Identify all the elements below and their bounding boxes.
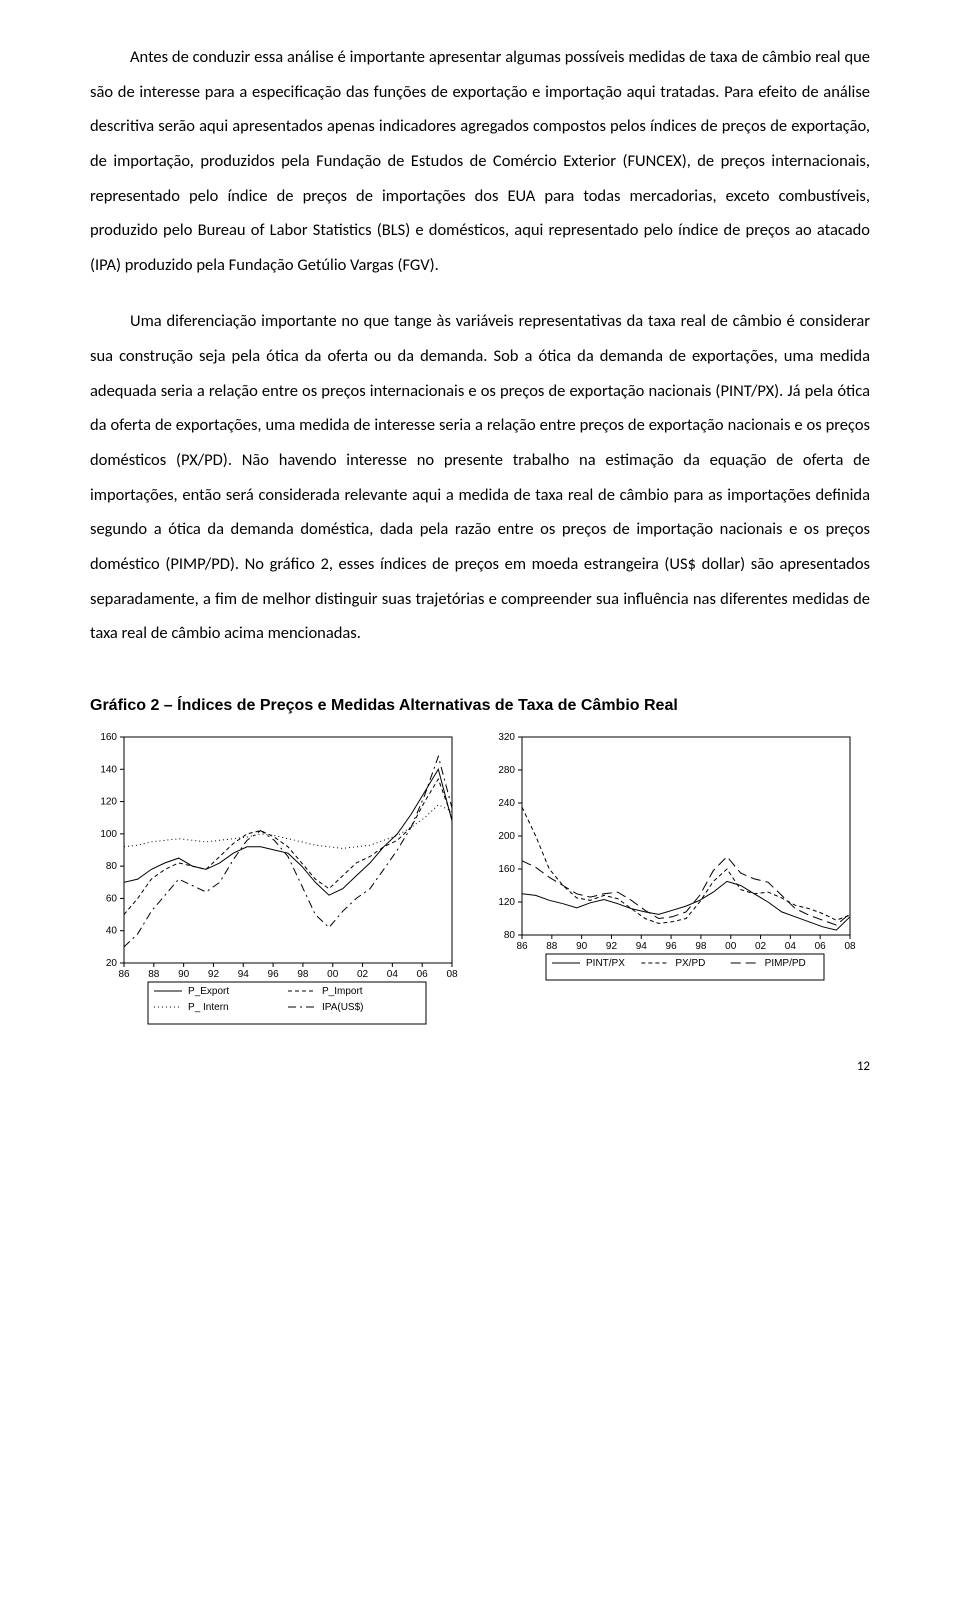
chart-1-wrap: 20 40 60 80 100 120 140 160 86 88 90 92 94 96 98 00 02 04… — [90, 731, 460, 1029]
chart-title: Gráfico 2 – Índices de Preços e Medidas … — [90, 697, 870, 715]
svg-text:04: 04 — [785, 941, 797, 952]
paragraph-2: Uma diferenciação importante no que tang… — [90, 304, 870, 650]
svg-text:PIMP/PD: PIMP/PD — [765, 958, 806, 969]
svg-text:88: 88 — [148, 969, 160, 980]
chart-2: 80 120 160 200 240 280 320 86 88 90 92 94 96 98 00 02 04… — [488, 731, 858, 985]
svg-text:88: 88 — [546, 941, 558, 952]
svg-text:160: 160 — [100, 732, 117, 743]
svg-text:IPA(US$): IPA(US$) — [322, 1002, 364, 1013]
svg-text:PX/PD: PX/PD — [675, 958, 705, 969]
svg-text:94: 94 — [636, 941, 648, 952]
svg-text:06: 06 — [417, 969, 429, 980]
svg-text:98: 98 — [695, 941, 707, 952]
charts-row: 20 40 60 80 100 120 140 160 86 88 90 92 94 96 98 00 02 04… — [90, 731, 870, 1029]
svg-text:92: 92 — [208, 969, 220, 980]
svg-text:320: 320 — [498, 732, 515, 743]
svg-text:02: 02 — [755, 941, 767, 952]
svg-text:80: 80 — [504, 930, 516, 941]
svg-text:96: 96 — [666, 941, 678, 952]
svg-text:06: 06 — [815, 941, 827, 952]
svg-text:90: 90 — [178, 969, 190, 980]
svg-text:140: 140 — [100, 764, 117, 775]
svg-text:240: 240 — [498, 798, 515, 809]
page: Antes de conduzir essa análise é importa… — [0, 0, 960, 1094]
svg-text:86: 86 — [118, 969, 130, 980]
page-number: 12 — [90, 1059, 870, 1074]
svg-text:08: 08 — [446, 969, 458, 980]
svg-text:200: 200 — [498, 831, 515, 842]
svg-text:02: 02 — [357, 969, 369, 980]
svg-text:96: 96 — [268, 969, 280, 980]
svg-text:80: 80 — [106, 861, 118, 872]
svg-text:92: 92 — [606, 941, 618, 952]
svg-text:P_Export: P_Export — [188, 986, 229, 997]
svg-text:PINT/PX: PINT/PX — [586, 958, 625, 969]
svg-text:90: 90 — [576, 941, 588, 952]
svg-text:P_ Intern: P_ Intern — [188, 1002, 229, 1013]
svg-text:120: 120 — [498, 897, 515, 908]
chart-2-wrap: 80 120 160 200 240 280 320 86 88 90 92 94 96 98 00 02 04… — [488, 731, 858, 985]
svg-text:60: 60 — [106, 893, 118, 904]
svg-text:P_Import: P_Import — [322, 986, 363, 997]
chart-1: 20 40 60 80 100 120 140 160 86 88 90 92 94 96 98 00 02 04… — [90, 731, 460, 1029]
svg-text:08: 08 — [844, 941, 856, 952]
svg-text:160: 160 — [498, 864, 515, 875]
paragraph-1: Antes de conduzir essa análise é importa… — [90, 40, 870, 282]
svg-text:94: 94 — [238, 969, 250, 980]
svg-text:00: 00 — [725, 941, 737, 952]
svg-text:280: 280 — [498, 765, 515, 776]
svg-text:04: 04 — [387, 969, 399, 980]
svg-text:120: 120 — [100, 796, 117, 807]
svg-text:00: 00 — [327, 969, 339, 980]
svg-text:100: 100 — [100, 829, 117, 840]
svg-text:20: 20 — [106, 958, 118, 969]
svg-text:40: 40 — [106, 926, 118, 937]
svg-text:86: 86 — [516, 941, 528, 952]
svg-text:98: 98 — [297, 969, 309, 980]
